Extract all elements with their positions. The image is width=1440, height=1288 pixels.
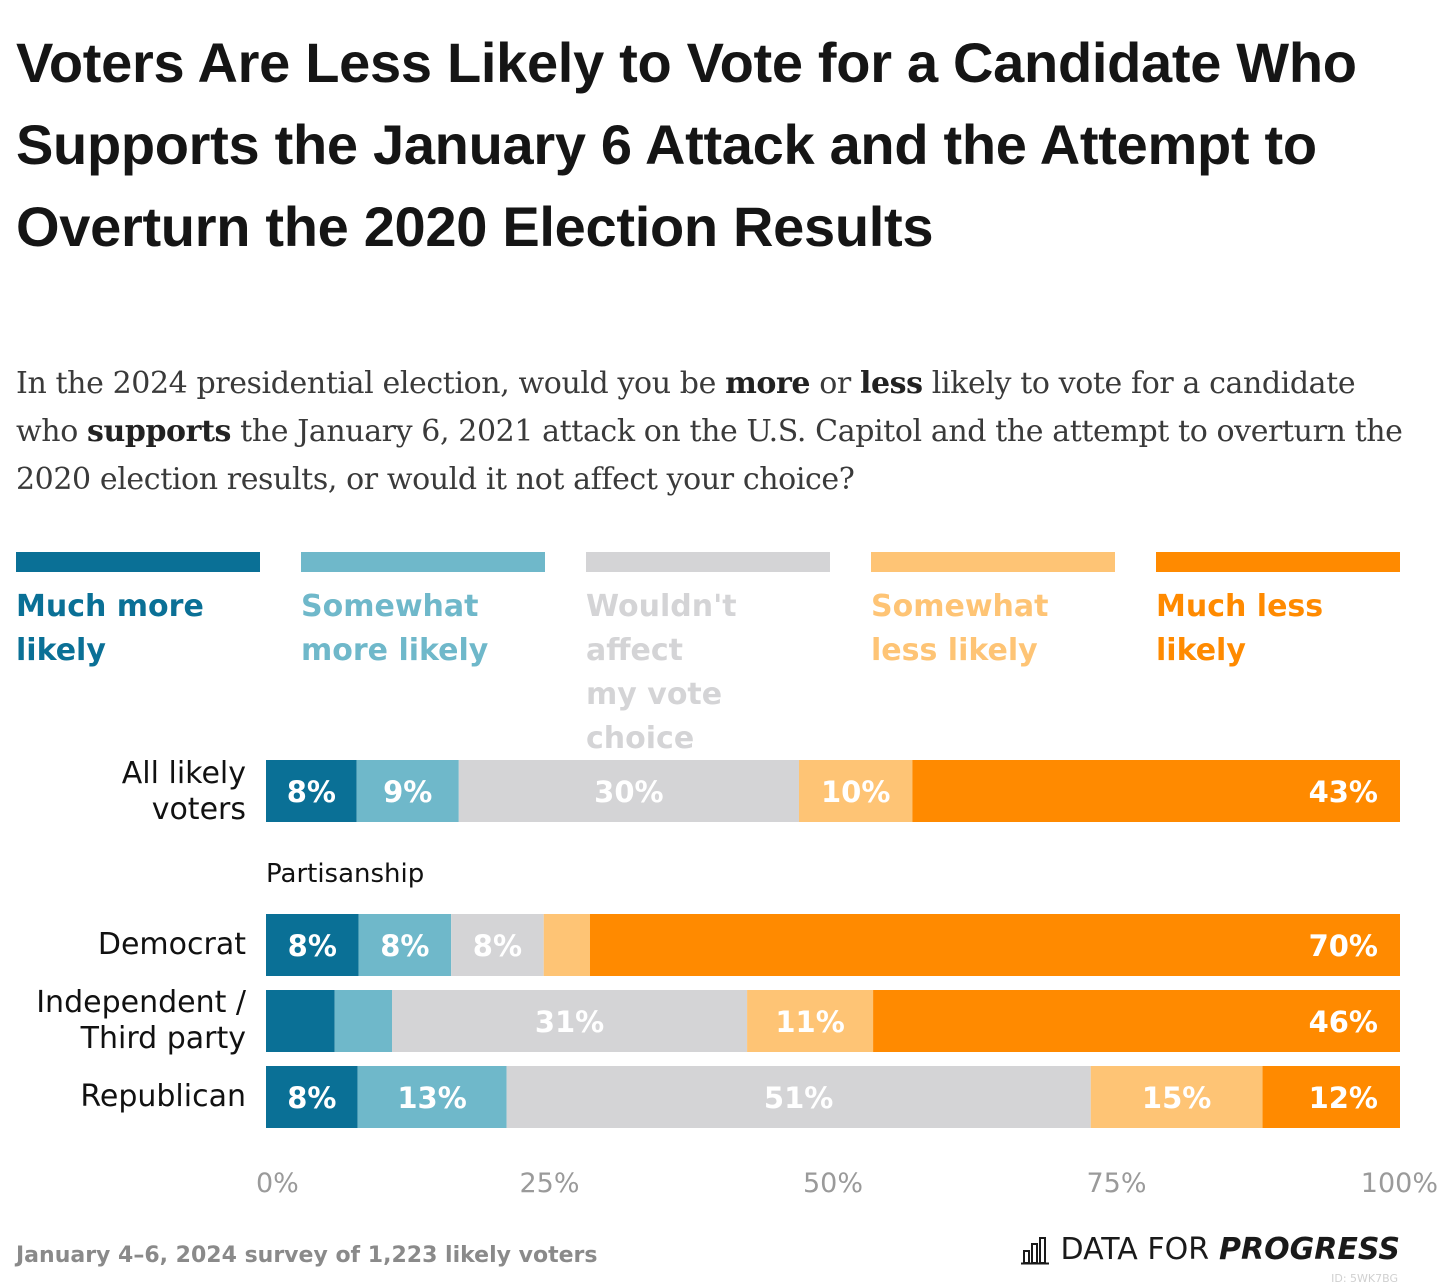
row-label-republican: Republican (80, 1079, 246, 1114)
bar-segment (873, 990, 1400, 1052)
data-label: 46% (1309, 1005, 1378, 1039)
legend-swatch (871, 552, 1115, 572)
bar-segment (266, 1066, 358, 1128)
data-label: 12% (1309, 1081, 1378, 1115)
x-tick-label: 0% (256, 1168, 299, 1199)
row-label-all-likely-voters: All likely voters (121, 756, 246, 827)
bar-segment (266, 760, 357, 822)
bar-segment (266, 990, 335, 1052)
chart-id: ID: 5WK7BG (1331, 1272, 1398, 1285)
bar-chart-icon (1020, 1236, 1049, 1264)
legend-swatch (586, 552, 830, 572)
row-label-independent: Independent / Third party (36, 985, 246, 1056)
bar-segment (1090, 1066, 1263, 1128)
bar-segment (1262, 1066, 1400, 1128)
data-label: 13% (397, 1081, 466, 1115)
x-tick-label: 25% (519, 1168, 579, 1199)
data-label: 10% (821, 775, 890, 809)
data-label: 30% (594, 775, 663, 809)
x-tick-label: 75% (1086, 1168, 1146, 1199)
bar-segment (590, 914, 1400, 976)
bar-segment (912, 760, 1400, 822)
bar-segment (392, 990, 748, 1052)
data-label: 15% (1142, 1081, 1211, 1115)
brand-name: PROGRESS (1219, 1232, 1400, 1267)
legend-item-much-less: Much less likely (1156, 552, 1400, 673)
bar-segment (798, 760, 913, 822)
x-tick-label: 50% (803, 1168, 863, 1199)
data-label: 8% (380, 929, 429, 963)
x-tick-label: 100% (1361, 1168, 1438, 1199)
data-label: 8% (287, 775, 336, 809)
data-label: 51% (764, 1081, 833, 1115)
legend-swatch (1156, 552, 1400, 572)
bar-segment (357, 1066, 507, 1128)
legend-item-much-more: Much more likely (16, 552, 260, 673)
bar-segment (543, 914, 590, 976)
survey-note: January 4–6, 2024 survey of 1,223 likely… (16, 1243, 598, 1268)
legend-swatch (301, 552, 545, 572)
bar-segment (451, 914, 544, 976)
legend-item-wouldnt-affect: Wouldn't affect my vote choice (586, 552, 830, 761)
legend-label: Somewhat more likely (301, 589, 489, 668)
bar-segment (506, 1066, 1091, 1128)
brand-prefix: DATA FOR (1060, 1232, 1210, 1267)
legend-item-somewhat-more: Somewhat more likely (301, 552, 545, 673)
stacked-bar-chart: 8% 9% 30% 10% 43% 8% 8% 8% 70% 31% 11% 46% 8% 13% 51% 1… (256, 760, 1438, 1199)
data-label: 9% (383, 775, 432, 809)
bar-segment (334, 990, 392, 1052)
bar-segment (458, 760, 799, 822)
data-label: 8% (288, 929, 337, 963)
legend-label: Somewhat less likely (871, 589, 1049, 668)
data-label: 8% (287, 1081, 336, 1115)
brand-logo: DATA FOR PROGRESS (1020, 1232, 1400, 1267)
legend-item-somewhat-less: Somewhat less likely (871, 552, 1115, 673)
section-label-partisanship: Partisanship (266, 859, 425, 889)
row-label-democrat: Democrat (97, 927, 246, 962)
legend-label: Much less likely (1156, 589, 1324, 668)
legend-label: Much more likely (16, 589, 204, 668)
legend-swatch (16, 552, 260, 572)
data-label: 31% (535, 1005, 604, 1039)
data-label: 11% (775, 1005, 844, 1039)
chart-title: Voters Are Less Likely to Vote for a Can… (16, 31, 1357, 258)
legend-label: Wouldn't affect my vote choice (586, 589, 737, 756)
bar-segment (266, 914, 359, 976)
data-label: 70% (1309, 929, 1378, 963)
chart-subtitle: In the 2024 presidential election, would… (16, 366, 1403, 497)
data-label: 43% (1309, 775, 1378, 809)
bar-segment (747, 990, 874, 1052)
bar-segment (358, 914, 452, 976)
data-label: 8% (473, 929, 522, 963)
bar-segment (356, 760, 459, 822)
